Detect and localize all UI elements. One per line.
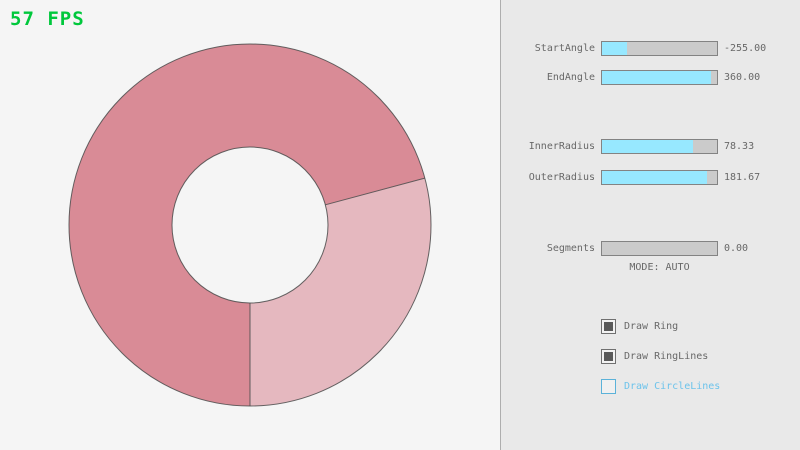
ring-lines — [68, 43, 432, 407]
endangle-slider-fill — [602, 70, 712, 84]
slider-row-endangle: EndAngle 360.00 — [501, 69, 760, 85]
innerradius-value: 78.33 — [724, 140, 755, 152]
innerradius-label: InnerRadius — [528, 140, 595, 152]
innerradius-slider[interactable] — [601, 138, 718, 154]
slider-row-segments: Segments 0.00 — [501, 240, 748, 256]
ring-sector-dark — [68, 44, 425, 406]
startangle-label: StartAngle — [534, 42, 595, 54]
checkbox-row-draw-circlelines: Draw CircleLines — [601, 378, 720, 394]
checkbox-check-icon — [604, 351, 613, 361]
startangle-slider[interactable] — [601, 40, 718, 56]
segments-slider[interactable] — [601, 240, 718, 256]
draw-ringlines-checkbox[interactable] — [601, 348, 616, 364]
outerradius-slider-fill — [602, 170, 707, 184]
slider-row-outerradius: OuterRadius 181.67 — [501, 169, 760, 185]
segments-value: 0.00 — [724, 242, 749, 254]
ring-chart — [68, 43, 432, 407]
outerradius-slider[interactable] — [601, 169, 718, 185]
checkbox-row-draw-ringlines: Draw RingLines — [601, 348, 708, 364]
mode-text: MODE: AUTO — [629, 262, 690, 273]
checkbox-row-draw-ring: Draw Ring — [601, 318, 678, 334]
ring-sector-light — [250, 178, 431, 406]
control-panel: StartAngle -255.00 EndAngle 360.00 Inner… — [500, 0, 800, 450]
fps-counter: 57 FPS — [10, 8, 85, 30]
checkbox-check-icon — [604, 321, 613, 331]
endangle-slider[interactable] — [601, 69, 718, 85]
outerradius-label: OuterRadius — [528, 171, 595, 183]
innerradius-slider-fill — [602, 139, 693, 153]
draw-ring-label: Draw Ring — [624, 320, 679, 332]
draw-ring-checkbox[interactable] — [601, 318, 616, 334]
outerradius-value: 181.67 — [724, 171, 761, 183]
draw-circlelines-checkbox[interactable] — [601, 378, 616, 394]
endangle-value: 360.00 — [724, 71, 761, 83]
slider-row-innerradius: InnerRadius 78.33 — [501, 138, 754, 154]
startangle-value: -255.00 — [724, 42, 767, 54]
endangle-label: EndAngle — [546, 71, 595, 83]
draw-circlelines-label: Draw CircleLines — [624, 380, 721, 392]
slider-row-startangle: StartAngle -255.00 — [501, 40, 766, 56]
startangle-slider-fill — [602, 41, 628, 55]
draw-ringlines-label: Draw RingLines — [624, 350, 709, 362]
segments-label: Segments — [546, 242, 595, 254]
